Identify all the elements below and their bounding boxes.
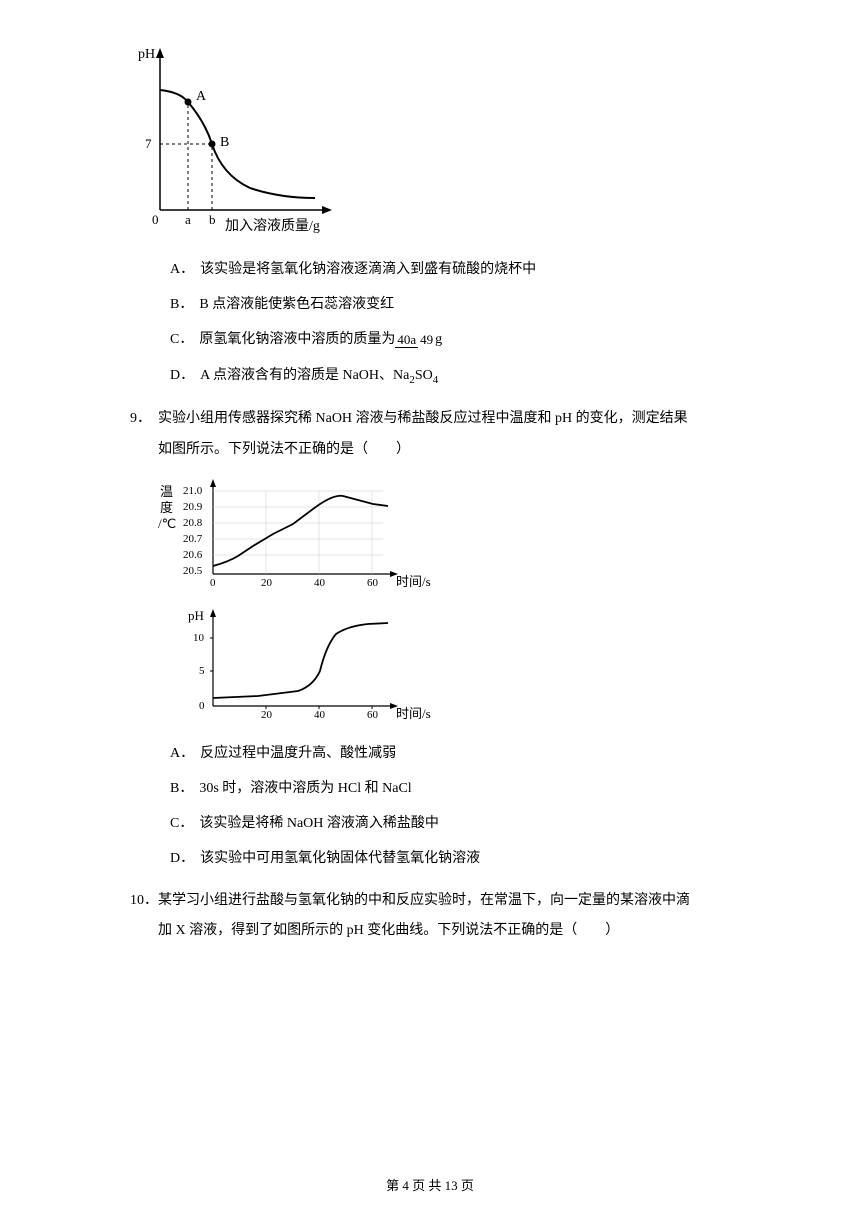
q9-stem-cont: 如图所示。下列说法不正确的是（ ） bbox=[158, 435, 760, 466]
option-label: A． bbox=[170, 262, 194, 277]
q9-option-b: B． 30s 时，溶液中溶质为 HCl 和 NaCl bbox=[170, 776, 760, 801]
footer-total-pages: 13 bbox=[445, 1178, 458, 1193]
subscript: 4 bbox=[433, 373, 439, 385]
y-tick: 21.0 bbox=[183, 485, 203, 497]
ph-time-chart: pH 10 5 0 20 40 60 时间/s bbox=[158, 606, 760, 729]
option-text: 该实验中可用氢氧化钠固体代替氢氧化钠溶液 bbox=[200, 851, 480, 866]
q9-option-d: D． 该实验中可用氢氧化钠固体代替氢氧化钠溶液 bbox=[170, 846, 760, 871]
origin-label: 0 bbox=[152, 212, 159, 227]
y-tick: 20.8 bbox=[183, 517, 203, 529]
ph-titration-chart: pH 7 0 a b A B 加入溶液质量/g bbox=[130, 40, 760, 245]
option-label: D． bbox=[170, 368, 194, 383]
x-tick: 20 bbox=[261, 577, 273, 589]
question-number: 9． bbox=[130, 404, 158, 435]
q10-stem: 10．某学习小组进行盐酸与氢氧化钠的中和反应实验时，在常温下，向一定量的某溶液中… bbox=[130, 886, 760, 917]
option-label: C． bbox=[170, 816, 193, 831]
option-text: 反应过程中温度升高、酸性减弱 bbox=[200, 746, 396, 761]
q10-stem-cont: 加 X 溶液，得到了如图所示的 pH 变化曲线。下列说法不正确的是（ ） bbox=[158, 916, 760, 947]
point-b-label: B bbox=[220, 135, 229, 150]
q9-option-c: C． 该实验是将稀 NaOH 溶液滴入稀盐酸中 bbox=[170, 811, 760, 836]
q9-stem: 9．实验小组用传感器探究稀 NaOH 溶液与稀盐酸反应过程中温度和 pH 的变化… bbox=[130, 404, 760, 435]
x-tick: 0 bbox=[210, 577, 216, 589]
x-tick-a: a bbox=[185, 212, 191, 227]
temp-chart-svg: 温 度 /℃ 21.0 20.9 20.8 20.7 20.6 20.5 0 2… bbox=[158, 474, 438, 589]
fraction: 40a49 bbox=[395, 333, 435, 347]
option-text: 该实验是将氢氧化钠溶液逐滴滴入到盛有硫酸的烧杯中 bbox=[200, 262, 536, 277]
x-tick: 60 bbox=[367, 577, 379, 589]
fraction-denominator: 49 bbox=[418, 332, 435, 347]
ph-chart-svg: pH 7 0 a b A B 加入溶液质量/g bbox=[130, 40, 340, 240]
x-axis-label: 时间/s bbox=[396, 574, 431, 589]
y-tick: 20.7 bbox=[183, 533, 203, 545]
option-text-post: g bbox=[435, 332, 442, 347]
option-label: B． bbox=[170, 781, 193, 796]
x-axis-label: 加入溶液质量/g bbox=[225, 218, 320, 234]
q8-option-b: B． B 点溶液能使紫色石蕊溶液变红 bbox=[170, 292, 760, 317]
footer-post: 页 bbox=[458, 1178, 474, 1193]
x-axis-label: 时间/s bbox=[396, 706, 431, 721]
y-axis-label-2: 度 bbox=[160, 500, 173, 515]
x-tick: 20 bbox=[261, 709, 273, 721]
question-text: 某学习小组进行盐酸与氢氧化钠的中和反应实验时，在常温下，向一定量的某溶液中滴 bbox=[158, 893, 690, 908]
q8-option-d: D．A 点溶液含有的溶质是 NaOH、Na2SO4 bbox=[170, 363, 760, 391]
footer-pre: 第 bbox=[386, 1178, 402, 1193]
question-number: 10． bbox=[130, 886, 158, 917]
point-a-label: A bbox=[196, 89, 207, 104]
temperature-chart: 温 度 /℃ 21.0 20.9 20.8 20.7 20.6 20.5 0 2… bbox=[158, 474, 760, 594]
option-text: 该实验是将稀 NaOH 溶液滴入稀盐酸中 bbox=[199, 816, 439, 831]
option-label: D． bbox=[170, 851, 194, 866]
y-axis-label: pH bbox=[138, 47, 155, 62]
y-tick: 5 bbox=[199, 665, 205, 677]
y-axis-label: pH bbox=[188, 608, 204, 623]
y-tick-7: 7 bbox=[145, 136, 152, 151]
q8-option-c: C． 原氢氧化钠溶液中溶质的质量为40a49g bbox=[170, 327, 760, 352]
y-tick: 10 bbox=[193, 632, 205, 644]
footer-mid: 页 共 bbox=[409, 1178, 445, 1193]
y-tick: 0 bbox=[199, 700, 205, 712]
option-text: 30s 时，溶液中溶质为 HCl 和 NaCl bbox=[199, 781, 411, 796]
y-axis-label-3: /℃ bbox=[158, 516, 176, 531]
x-tick: 60 bbox=[367, 709, 379, 721]
option-text: 原氢氧化钠溶液中溶质的质量为 bbox=[199, 332, 395, 347]
q9-option-a: A． 反应过程中温度升高、酸性减弱 bbox=[170, 741, 760, 766]
option-text-2: SO bbox=[415, 368, 433, 383]
x-tick: 40 bbox=[314, 709, 326, 721]
option-label: B． bbox=[170, 297, 193, 312]
option-text: A 点溶液含有的溶质是 NaOH、Na bbox=[200, 368, 409, 383]
y-tick: 20.9 bbox=[183, 501, 203, 513]
x-tick-b: b bbox=[209, 212, 216, 227]
y-tick: 20.5 bbox=[183, 565, 203, 577]
fraction-numerator: 40a bbox=[395, 332, 418, 348]
option-label: A． bbox=[170, 746, 194, 761]
y-tick: 20.6 bbox=[183, 549, 203, 561]
ph-time-svg: pH 10 5 0 20 40 60 时间/s bbox=[158, 606, 438, 724]
x-tick: 40 bbox=[314, 577, 326, 589]
option-text: B 点溶液能使紫色石蕊溶液变红 bbox=[199, 297, 394, 312]
y-axis-label-1: 温 bbox=[160, 484, 173, 499]
q8-option-a: A． 该实验是将氢氧化钠溶液逐滴滴入到盛有硫酸的烧杯中 bbox=[170, 257, 760, 282]
question-text: 实验小组用传感器探究稀 NaOH 溶液与稀盐酸反应过程中温度和 pH 的变化，测… bbox=[158, 411, 688, 426]
option-label: C． bbox=[170, 332, 193, 347]
page-footer: 第 4 页 共 13 页 bbox=[0, 1175, 860, 1194]
